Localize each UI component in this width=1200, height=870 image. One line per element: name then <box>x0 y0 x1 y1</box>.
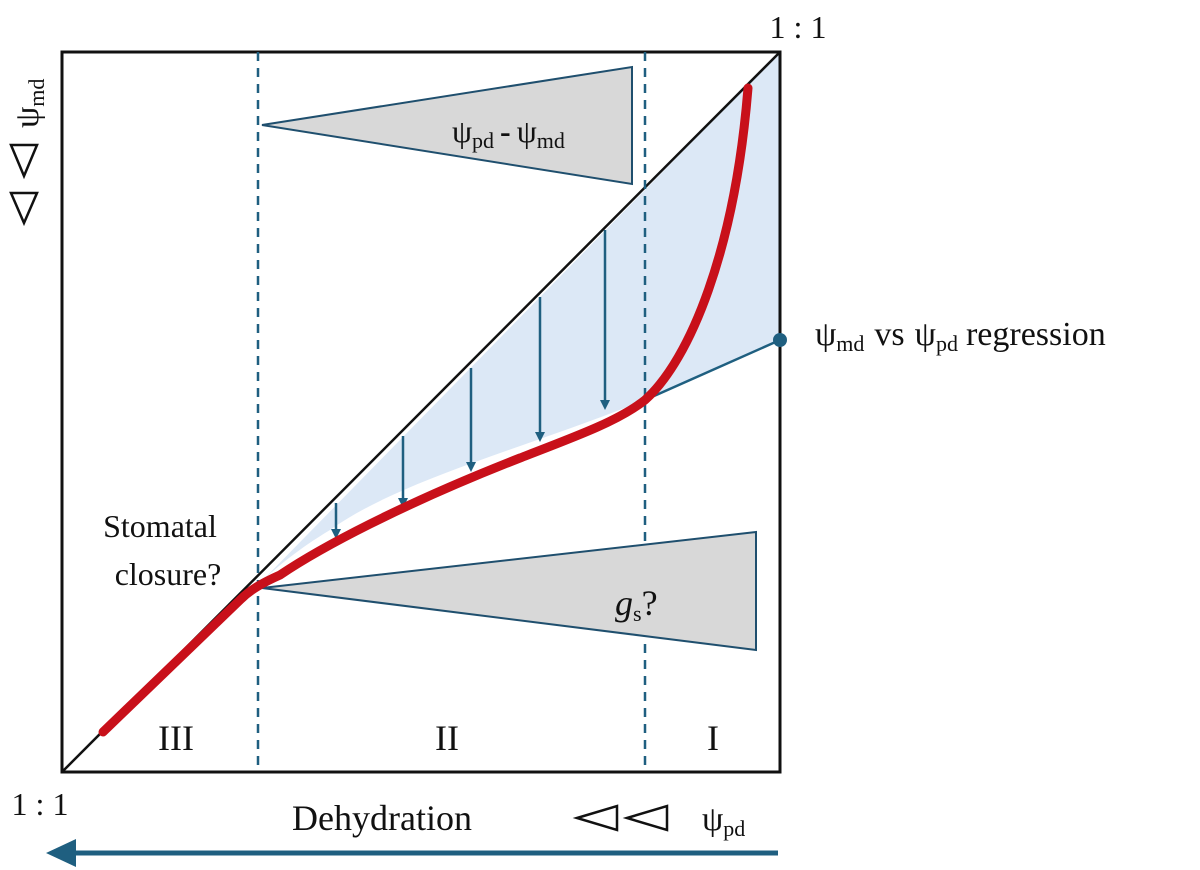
regression-label: ψmd vs ψpd regression <box>815 316 1106 356</box>
dehydration-label: Dehydration <box>292 798 472 838</box>
one-to-one-label-bottom: 1 : 1 <box>12 786 69 822</box>
decrease-triangles-y <box>9 143 39 227</box>
dehydration-arrow <box>46 839 778 867</box>
wedge-psi-difference <box>261 65 633 186</box>
phase-label-iii: III <box>158 718 194 758</box>
x-axis-label: ψpd <box>702 801 745 841</box>
y-axis-label: ψmd <box>9 79 49 128</box>
phase-label-ii: II <box>435 718 459 758</box>
stomatal-closure-label-line1: Stomatal <box>103 508 217 544</box>
shaded-region <box>258 52 780 585</box>
psi-md-curve <box>98 83 753 737</box>
regression-endpoint <box>773 333 787 347</box>
phase-label-i: I <box>707 718 719 758</box>
regression-line <box>644 338 781 402</box>
wedge-psi-difference-label: ψpd - ψmd <box>452 113 565 153</box>
decline-arrows <box>331 230 610 539</box>
stomatal-closure-label-line2: closure? <box>115 556 222 592</box>
wedge-gs <box>261 530 757 652</box>
one-to-one-label-top: 1 : 1 <box>770 9 827 45</box>
decrease-triangles-x <box>572 804 669 832</box>
wedge-gs-label: gs? <box>615 583 658 626</box>
plot-frame <box>60 50 782 774</box>
